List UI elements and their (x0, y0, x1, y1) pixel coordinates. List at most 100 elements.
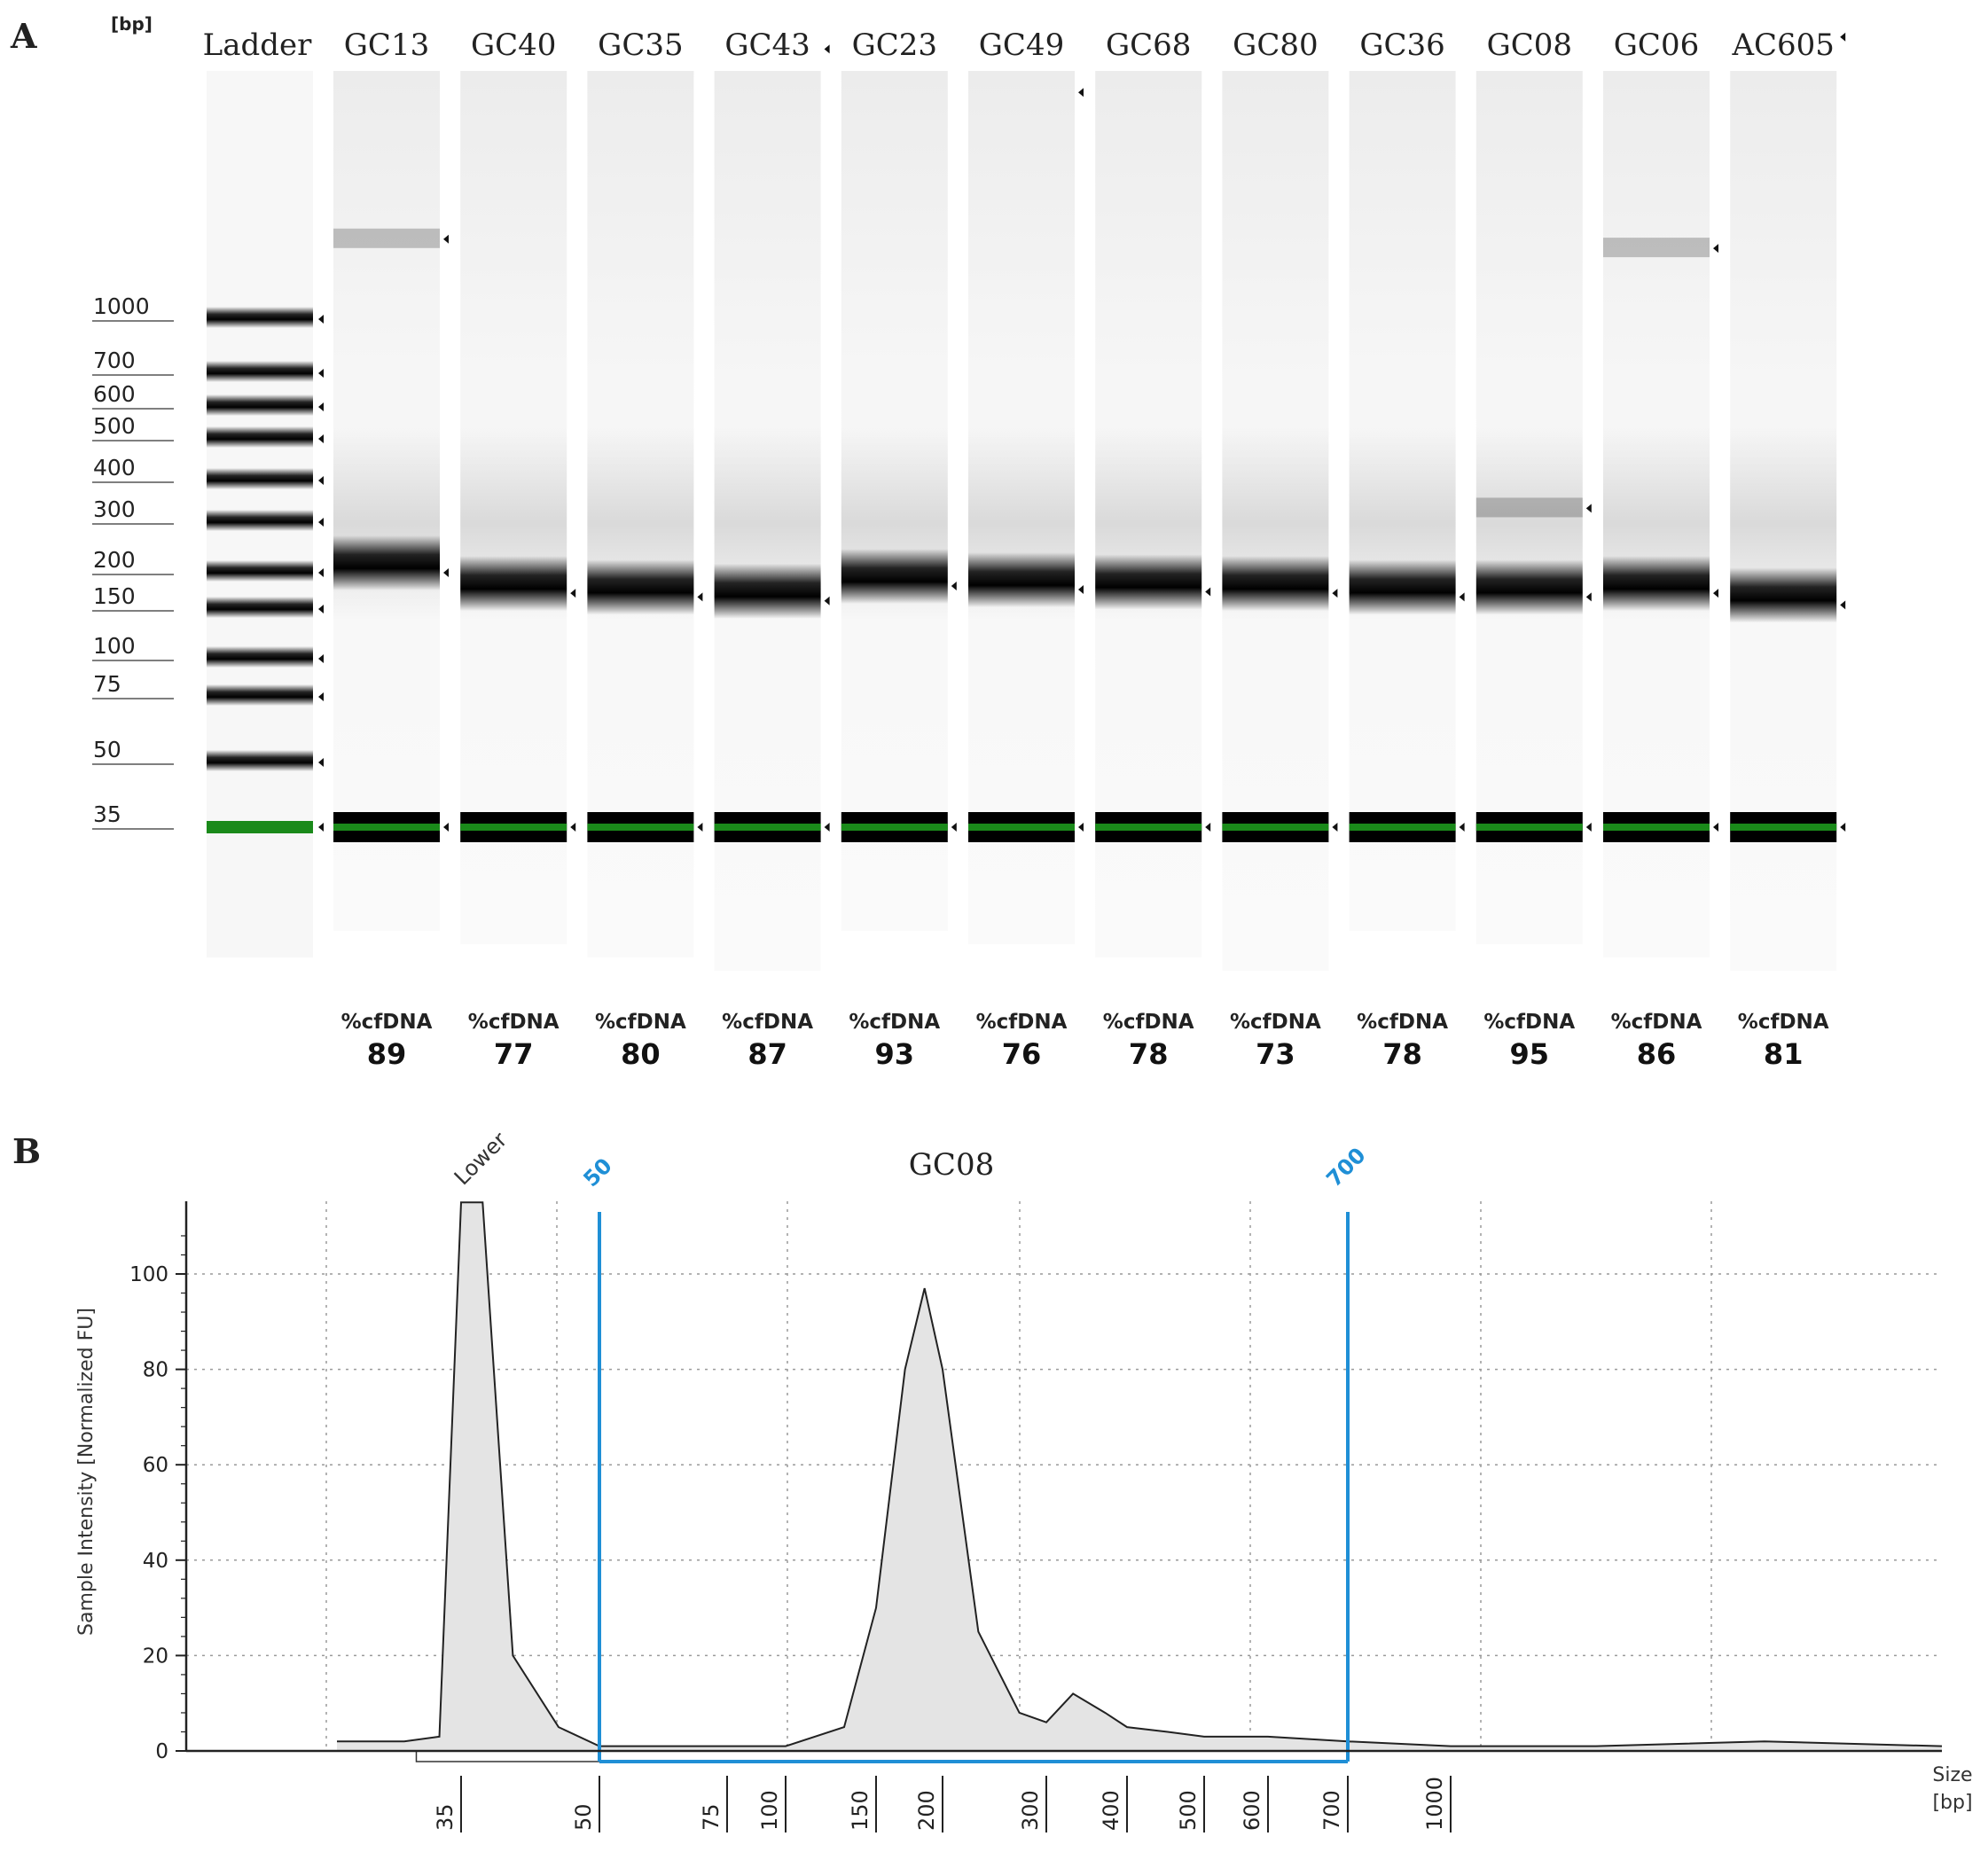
size-label-600: 600 (93, 381, 136, 407)
y-tick-label-0: 0 (155, 1740, 168, 1763)
cfdna-label: %cfDNA (1611, 1011, 1702, 1034)
y-tick-label-60: 60 (143, 1454, 168, 1477)
cfdna-value: 86 (1637, 1037, 1677, 1071)
x-axis-label-size: Size (1932, 1764, 1972, 1786)
y-axis-ticks: 0 20 40 60 80 100 (129, 1235, 186, 1763)
ladder-size-labels: 1000 700 600 500 400 300 200 150 100 75 50 35 (92, 293, 174, 830)
lower-marker-peak (1459, 823, 1465, 832)
lower-marker-peak (951, 823, 957, 832)
cfdna-band (1475, 559, 1583, 615)
lane-gc49 (968, 71, 1084, 944)
size-label-75: 75 (93, 671, 121, 697)
lower-marker-green (1349, 824, 1456, 831)
ladder-peak-marker-50 (318, 758, 324, 767)
lane-smear (333, 426, 440, 621)
lower-marker-peak (1713, 823, 1718, 832)
hmw-peak-marker (1840, 32, 1846, 42)
x-axis-label-unit: [bp] (1932, 1792, 1972, 1814)
lane-label-gc40: GC40 (471, 27, 556, 63)
lower-marker-green (968, 824, 1075, 831)
cfdna-band (841, 549, 948, 605)
lower-marker-green (1095, 824, 1202, 831)
curve-fill (337, 1202, 1942, 1751)
grid-lines (186, 1201, 1942, 1751)
x-tick-label-35: 35 (433, 1803, 458, 1831)
cfdna-band (714, 563, 821, 619)
lower-marker-green (1603, 824, 1710, 831)
band-peak-marker (443, 568, 449, 577)
x-tick-label-200: 200 (914, 1790, 939, 1831)
lane-label-gc13: GC13 (344, 27, 429, 63)
band-peak-marker (697, 592, 703, 602)
bp-unit-label: [bp] (111, 13, 153, 35)
size-label-400: 400 (93, 455, 136, 481)
lane-gc36 (1349, 71, 1465, 931)
x-tick-label-75: 75 (699, 1803, 724, 1831)
lane-label-ac605: AC605 (1731, 27, 1834, 63)
lower-marker-green (714, 824, 821, 831)
hmw-band (333, 228, 440, 248)
cfdna-label: %cfDNA (341, 1011, 433, 1034)
ladder-peak-marker-150 (318, 605, 324, 613)
lower-marker-peak (1078, 823, 1084, 832)
cfdna-band (460, 556, 567, 612)
x-tick-label-50: 50 (571, 1803, 596, 1831)
lane-label-gc68: GC68 (1106, 27, 1191, 63)
ladder-peak-marker-75 (318, 692, 324, 701)
cfdna-band (1349, 559, 1456, 615)
lower-marker-peak (1205, 823, 1211, 832)
band-peak-marker (1078, 585, 1084, 595)
ladder-peak-marker-1000 (318, 315, 324, 324)
cfdna-value: 80 (621, 1037, 661, 1071)
hmw-peak-marker (443, 234, 449, 244)
cfdna-value: 95 (1510, 1037, 1550, 1071)
y-axis-label: Sample Intensity [Normalized FU] (75, 1308, 98, 1636)
cfdna-band (1095, 554, 1202, 610)
x-tick-label-100: 100 (757, 1790, 782, 1831)
x-axis-ticks: 35 50 75 100 150 200 300 400 500 600 700 1000 (433, 1776, 1452, 1832)
cfdna-band (1222, 556, 1329, 612)
size-label-150: 150 (93, 583, 136, 609)
cfdna-label: %cfDNA (722, 1011, 813, 1034)
panel-b-letter: B (12, 1131, 41, 1171)
ladder-band-600 (207, 395, 313, 416)
lane-label-gc06: GC06 (1614, 27, 1699, 63)
band-peak-marker (951, 582, 957, 591)
cfdna-value: 89 (367, 1037, 407, 1071)
hmw-peak-marker (1713, 244, 1718, 254)
cfdna-label: %cfDNA (1483, 1011, 1575, 1034)
cfdna-value: 77 (494, 1037, 534, 1071)
size-label-35: 35 (93, 801, 121, 827)
hmw-peak-marker (824, 44, 830, 54)
cfdna-label: %cfDNA (849, 1011, 940, 1034)
size-label-300: 300 (93, 496, 136, 522)
cfdna-band (968, 552, 1075, 608)
band-peak-marker (1332, 589, 1338, 598)
lane-label-gc36: GC36 (1359, 27, 1444, 63)
y-tick-label-20: 20 (143, 1645, 168, 1668)
cfdna-label: %cfDNA (468, 1011, 560, 1034)
lower-marker-peak (1332, 823, 1338, 832)
cfdna-band (333, 535, 440, 590)
lane-gc13 (333, 71, 449, 931)
lower-marker-peak (1840, 823, 1846, 832)
cfdna-label: %cfDNA (595, 1011, 686, 1034)
y-tick-label-40: 40 (143, 1550, 168, 1573)
panel-a-letter: A (10, 16, 37, 56)
x-tick-label-700: 700 (1319, 1790, 1344, 1831)
size-label-700: 700 (93, 348, 136, 373)
size-label-1000: 1000 (93, 293, 150, 319)
lane-label-ladder: Ladder (203, 27, 312, 63)
region-end-label: 700 (1321, 1143, 1370, 1192)
cfdna-band (1603, 556, 1710, 612)
x-tick-label-300: 300 (1018, 1790, 1043, 1831)
size-label-500: 500 (93, 413, 136, 439)
cfdna-label: %cfDNA (1357, 1011, 1448, 1034)
cfdna-value: 78 (1129, 1037, 1169, 1071)
band-peak-marker (1459, 592, 1465, 602)
ladder-peak-marker-200 (318, 568, 324, 577)
band-peak-marker (1585, 592, 1592, 602)
cfdna-band (1730, 567, 1837, 623)
lower-marker-box (415, 1750, 600, 1762)
electropherogram-curve: Lower (337, 1128, 1943, 1762)
